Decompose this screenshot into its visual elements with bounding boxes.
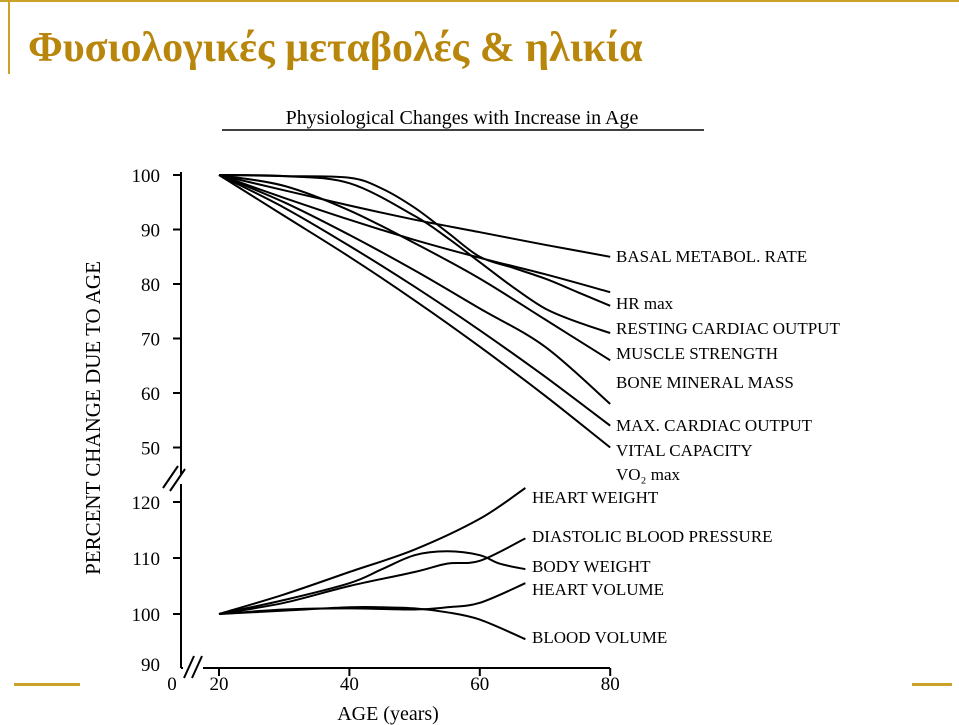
y-tick-label: 50 [141, 439, 160, 460]
series-line-vital-capacity [218, 174, 611, 427]
chart-title: Physiological Changes with Increase in A… [286, 107, 639, 129]
series-line-diastolic-blood-pressure [218, 537, 526, 615]
series-line-bone-mineral-mass [218, 174, 611, 362]
y-axis-label: PERCENT CHANGE DUE TO AGE [81, 261, 105, 575]
series-label-diastolic-blood-pressure: DIASTOLIC BLOOD PRESSURE [532, 527, 773, 546]
series-label-vital-capacity: VITAL CAPACITY [616, 441, 753, 460]
y-tick-label: 60 [141, 384, 160, 405]
series-label-heart-weight: HEART WEIGHT [532, 488, 659, 507]
series-line-heart-weight [218, 487, 526, 615]
y-tick-label: 70 [141, 330, 160, 351]
y-tick-label: 80 [141, 275, 160, 296]
series-line-body-weight [218, 550, 526, 615]
y-tick-label: 100 [132, 605, 161, 626]
bottom-right-accent-line [912, 683, 952, 686]
x-tick-label: 0 [167, 674, 177, 695]
left-accent-line [8, 2, 10, 74]
x-tick-label: 80 [601, 674, 620, 695]
y-tick-label: 110 [132, 549, 160, 570]
y-tick-label: 90 [141, 655, 160, 676]
series-labels: BASAL METABOL. RATE HR max RESTING CARDIAC… [532, 247, 840, 647]
series-label-hr-max: HR max [616, 294, 674, 313]
y-axis-break-mark [169, 468, 186, 492]
series-label-blood-volume: BLOOD VOLUME [532, 628, 667, 647]
series-label-max-cardiac-output: MAX. CARDIAC OUTPUT [616, 416, 813, 435]
series-line-resting-cardiac-output [218, 174, 611, 307]
series-label-bone-mineral-mass: BONE MINERAL MASS [616, 373, 794, 392]
x-tick-label: 60 [470, 674, 489, 695]
series-line-max-cardiac-output [218, 174, 611, 405]
y-tick-label: 90 [141, 221, 160, 242]
series-label-heart-volume: HEART VOLUME [532, 580, 664, 599]
top-accent-line [0, 0, 959, 2]
series-line-heart-volume [218, 582, 526, 615]
series-line-vo-max [218, 174, 611, 449]
x-axis-break-mark [183, 655, 195, 679]
series-line-blood-volume [218, 605, 526, 641]
series-lines [218, 174, 611, 641]
series-label-body-weight: BODY WEIGHT [532, 557, 651, 576]
slide-title: Φυσιολογικές μεταβολές & ηλικία [28, 25, 643, 71]
ticks: 100 90 80 70 60 50 120 110 100 90 0 20 40 60 80 [132, 166, 620, 695]
y-tick-label: 120 [132, 493, 161, 514]
y-tick-label: 100 [132, 166, 161, 187]
series-line-basal-metabol-rate [218, 174, 611, 258]
series-label-muscle-strength: MUSCLE STRENGTH [616, 344, 778, 363]
series-label-vo-max: VO₂ max [616, 465, 680, 484]
x-axis-label: AGE (years) [337, 703, 439, 725]
x-tick-label: 40 [340, 674, 359, 695]
y-axis-break-mark [162, 465, 179, 489]
bottom-left-accent-line [14, 683, 80, 686]
axes [162, 172, 610, 679]
series-line-hr-max [218, 174, 611, 294]
series-label-resting-cardiac-output: RESTING CARDIAC OUTPUT [616, 319, 840, 338]
series-label-basal-metabol-rate: BASAL METABOL. RATE [616, 247, 807, 266]
x-tick-label: 20 [210, 674, 229, 695]
series-line-muscle-strength [218, 174, 611, 335]
x-axis-break-mark [191, 655, 203, 679]
